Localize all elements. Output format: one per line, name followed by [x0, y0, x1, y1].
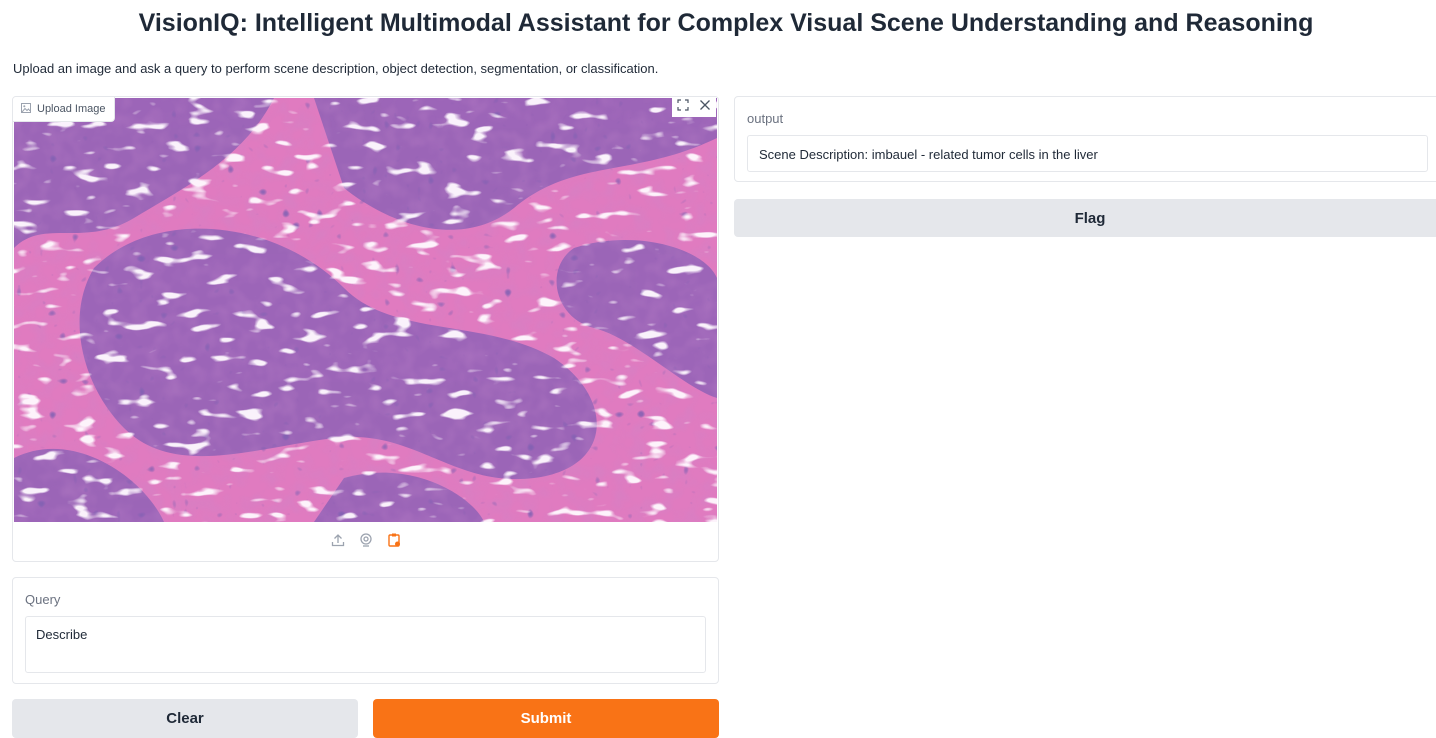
clear-image-button[interactable] — [694, 97, 716, 117]
image-source-bar — [13, 523, 718, 561]
image-upload-panel[interactable]: Upload Image — [12, 96, 719, 562]
output-label: output — [747, 111, 784, 126]
clipboard-source-button[interactable] — [384, 532, 404, 552]
output-textbox[interactable]: Scene Description: imbauel - related tum… — [747, 135, 1428, 172]
query-label: Query — [25, 592, 61, 607]
fullscreen-button[interactable] — [672, 97, 694, 117]
uploaded-image — [14, 98, 717, 522]
query-panel: Query Describe — [12, 577, 719, 684]
webcam-source-button[interactable] — [356, 532, 376, 552]
image-upload-label: Upload Image — [13, 97, 115, 122]
webcam-icon — [358, 532, 374, 553]
upload-icon — [330, 532, 346, 553]
flag-button[interactable]: Flag — [734, 199, 1436, 237]
image-toolbar — [672, 97, 716, 117]
upload-source-button[interactable] — [328, 532, 348, 552]
clear-button[interactable]: Clear — [12, 699, 358, 738]
close-icon — [699, 98, 711, 116]
image-upload-label-text: Upload Image — [37, 103, 106, 115]
clipboard-icon — [386, 532, 402, 553]
output-panel: output Scene Description: imbauel - rela… — [734, 96, 1436, 182]
page-description: Upload an image and ask a query to perfo… — [13, 61, 659, 76]
image-icon — [21, 102, 31, 116]
submit-button[interactable]: Submit — [373, 699, 719, 738]
query-input[interactable]: Describe — [25, 616, 706, 673]
fullscreen-icon — [677, 98, 689, 116]
page-title: VisionIQ: Intelligent Multimodal Assista… — [138, 9, 1314, 37]
